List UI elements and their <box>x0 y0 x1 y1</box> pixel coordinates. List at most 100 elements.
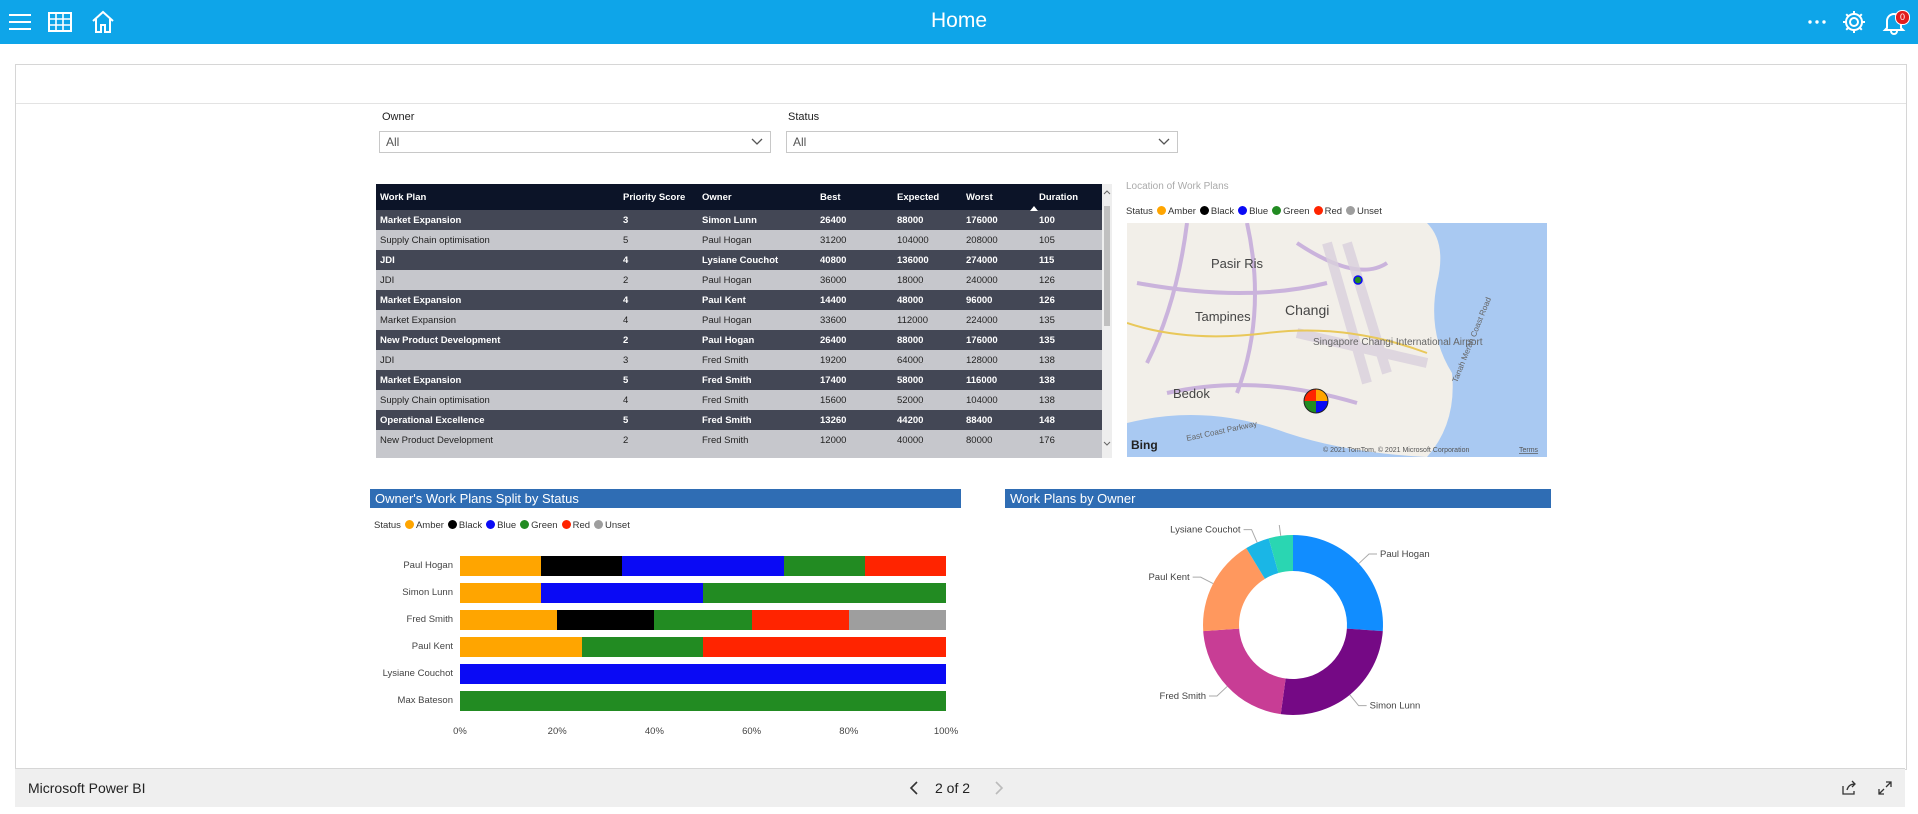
legend-item-label[interactable]: Amber <box>415 520 444 531</box>
column-header-duration-sorted[interactable]: Duration <box>1030 184 1112 211</box>
column-header[interactable]: Best <box>816 184 893 210</box>
table-cell: Paul Hogan <box>698 330 816 350</box>
table-row[interactable]: Market Expansion 3 Simon Lunn 26400 88000 176… <box>376 210 1112 230</box>
table-row[interactable]: New Product Development 2 Paul Hogan 26400 8… <box>376 330 1112 350</box>
table-cell: 80000 <box>962 430 1035 450</box>
bar-segment-green[interactable] <box>460 691 946 711</box>
column-header[interactable]: Expected <box>893 184 962 210</box>
map-terms-link[interactable]: Terms <box>1519 447 1539 454</box>
donut-slice[interactable] <box>1203 628 1286 715</box>
legend-title: Status <box>1126 206 1153 217</box>
next-page-icon[interactable] <box>990 780 1006 796</box>
status-filter-dropdown[interactable]: All <box>786 131 1178 153</box>
legend-item-label[interactable]: Black <box>1210 206 1235 217</box>
map-marker-dot[interactable] <box>1353 275 1363 285</box>
scroll-down-icon[interactable] <box>1102 439 1112 449</box>
table-cell: 176000 <box>962 330 1035 350</box>
home-icon[interactable] <box>89 8 117 36</box>
legend-swatch <box>486 520 496 529</box>
legend-item-label[interactable]: Red <box>572 520 591 531</box>
more-options-icon[interactable] <box>1803 8 1831 36</box>
table-cell: Paul Kent <box>698 290 816 310</box>
bar-segment-amber[interactable] <box>460 556 542 576</box>
column-header[interactable]: Worst <box>962 184 1035 210</box>
location-map[interactable]: Pasir Ris Tampines Changi Singapore Chan… <box>1127 223 1547 457</box>
table-cell: Paul Hogan <box>698 230 816 250</box>
table-cell: Paul Hogan <box>698 310 816 330</box>
legend-item-label[interactable]: Green <box>1283 206 1310 217</box>
bar-segment-amber[interactable] <box>460 583 542 603</box>
column-header[interactable]: Priority Score <box>619 184 698 210</box>
scroll-up-icon[interactable] <box>1102 187 1112 197</box>
table-cell: 5 <box>619 370 698 390</box>
scrollbar-thumb[interactable] <box>1104 206 1110 326</box>
table-row[interactable]: Market Expansion 4 Paul Kent 14400 48000 9600… <box>376 290 1112 310</box>
column-header[interactable]: Owner <box>698 184 816 210</box>
table-row[interactable]: Market Expansion 5 Fred Smith 17400 58000 116… <box>376 370 1112 390</box>
map-marker-pie[interactable] <box>1303 388 1329 414</box>
bar-segment-green[interactable] <box>654 610 752 630</box>
bar-segment-unset[interactable] <box>848 610 946 630</box>
bar-segment-green[interactable] <box>703 583 946 603</box>
table-cell: Paul Hogan <box>698 270 816 290</box>
previous-page-icon[interactable] <box>907 780 923 796</box>
donut-chart-title: Work Plans by Owner <box>1005 489 1551 508</box>
bar-segment-green[interactable] <box>581 637 703 657</box>
bar-segment-red[interactable] <box>864 556 946 576</box>
bar-segment-green[interactable] <box>783 556 865 576</box>
owner-filter-label: Owner <box>382 111 415 123</box>
bar-segment-red[interactable] <box>703 637 946 657</box>
legend-item-label[interactable]: Blue <box>497 520 517 531</box>
donut-slice-label: Fred Smith <box>1160 691 1206 702</box>
legend-item-label[interactable]: Blue <box>1249 206 1269 217</box>
table-scrollbar[interactable] <box>1102 184 1112 458</box>
table-row[interactable]: Supply Chain optimisation 5 Paul Hogan 3120… <box>376 230 1112 250</box>
legend-swatch <box>1272 206 1282 215</box>
x-axis-tick-label: 80% <box>839 726 859 737</box>
bar-segment-blue[interactable] <box>541 583 703 603</box>
table-row[interactable]: New Product Development 2 Fred Smith 12000 4… <box>376 430 1112 450</box>
page-title: Home <box>930 9 988 32</box>
hamburger-menu-icon[interactable] <box>6 8 34 36</box>
legend-swatch <box>1238 206 1248 215</box>
map-attribution: © 2021 TomTom, © 2021 Microsoft Corporat… <box>1323 446 1469 454</box>
donut-slice[interactable] <box>1246 538 1279 579</box>
donut-slice-label: Paul Hogan <box>1380 549 1430 560</box>
table-row[interactable]: JDI 4 Lysiane Couchot 40800 136000 274000 115 <box>376 250 1112 270</box>
fullscreen-icon[interactable] <box>1877 780 1893 796</box>
column-header[interactable]: Work Plan <box>376 184 619 210</box>
table-row[interactable]: JDI 2 Paul Hogan 36000 18000 240000 126 <box>376 270 1112 290</box>
legend-item-label[interactable]: Unset <box>1357 206 1382 217</box>
bar-segment-black[interactable] <box>541 556 623 576</box>
share-icon[interactable] <box>1841 780 1857 796</box>
table-cell: Market Expansion <box>376 310 619 330</box>
legend-item-label[interactable]: Unset <box>605 520 630 531</box>
settings-gear-icon[interactable] <box>1840 8 1868 36</box>
donut-slice[interactable] <box>1293 535 1383 632</box>
bar-segment-amber[interactable] <box>460 637 582 657</box>
table-cell: Market Expansion <box>376 370 619 390</box>
donut-slice[interactable] <box>1268 535 1293 574</box>
table-cell: 3 <box>619 210 698 230</box>
donut-slice[interactable] <box>1203 548 1265 632</box>
bar-segment-black[interactable] <box>557 610 655 630</box>
report-footer: Microsoft Power BI 2 of 2 <box>15 768 1905 807</box>
table-cell: 4 <box>619 310 698 330</box>
bar-segment-blue[interactable] <box>460 664 946 684</box>
table-row[interactable]: Market Expansion 4 Paul Hogan 33600 112000 22… <box>376 310 1112 330</box>
bar-segment-blue[interactable] <box>622 556 784 576</box>
table-row[interactable]: JDI 3 Fred Smith 19200 64000 128000 138 <box>376 350 1112 370</box>
table-row[interactable]: Operational Excellence 5 Fred Smith 13260 44… <box>376 410 1112 430</box>
bar-segment-red[interactable] <box>751 610 849 630</box>
table-row[interactable]: Supply Chain optimisation 4 Fred Smith 1560… <box>376 390 1112 410</box>
donut-slice[interactable] <box>1280 628 1383 715</box>
table-grid-icon[interactable] <box>46 8 74 36</box>
legend-item-label[interactable]: Amber <box>1167 206 1196 217</box>
bar-segment-amber[interactable] <box>460 610 558 630</box>
owner-filter-dropdown[interactable]: All <box>379 131 771 153</box>
legend-item-label[interactable]: Black <box>458 520 483 531</box>
legend-item-label[interactable]: Red <box>1324 206 1343 217</box>
table-cell: 14400 <box>816 290 893 310</box>
legend-item-label[interactable]: Green <box>531 520 558 531</box>
legend-swatch <box>594 520 604 529</box>
